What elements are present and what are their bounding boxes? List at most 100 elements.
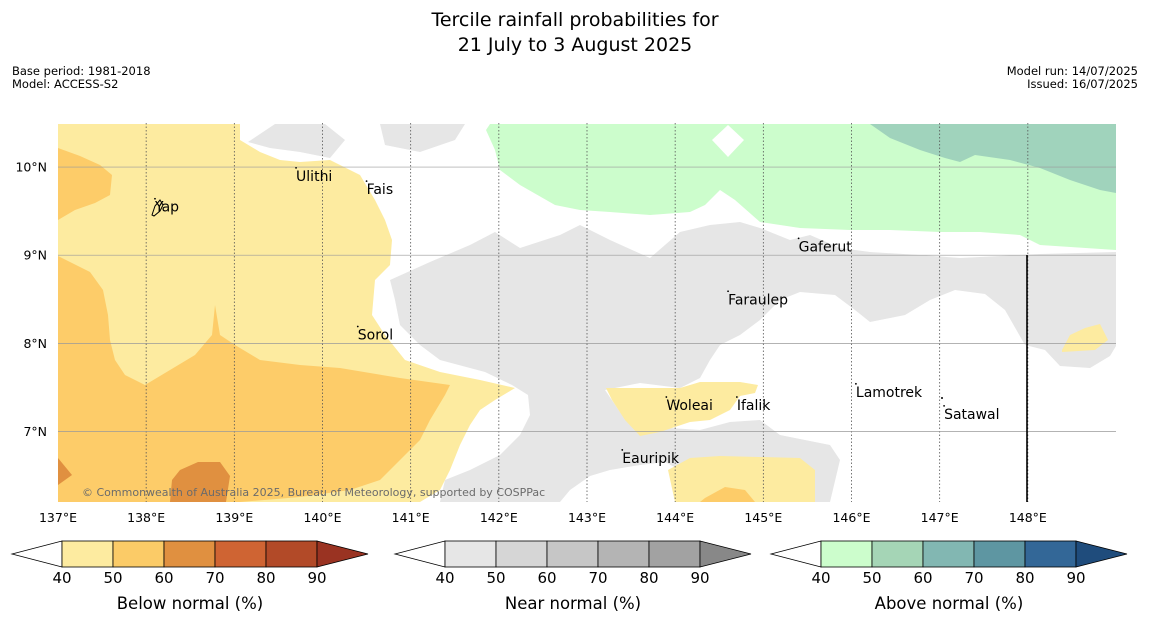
lon-tick-label: 148°E (1009, 510, 1047, 525)
issued-text: Issued: 16/07/2025 (1027, 77, 1138, 91)
gridlines (58, 123, 1116, 502)
model-run-text: Model run: 14/07/2025 (1006, 64, 1138, 78)
place-label: Yap (154, 200, 179, 216)
place-marker (365, 180, 368, 183)
colorbar-segment (922, 540, 975, 568)
colorbar-segment (973, 540, 1026, 568)
colorbar-segment (495, 540, 548, 568)
near-normal-region (390, 222, 1116, 502)
axis-tick-labels: 137°E 138°E 139°E 140°E 141°E 142°E 143°E 144°E… (15, 160, 1046, 525)
lon-tick-label: 147°E (921, 510, 959, 525)
colorbar-tick-label: 40 (811, 569, 830, 587)
colorbar-tick-label: 40 (52, 569, 71, 587)
colorbar-below-normal-label: Below normal (%) (116, 594, 264, 613)
colorbar-segment (597, 540, 650, 568)
near-normal-patch-top (380, 124, 465, 152)
place-marker (356, 325, 359, 328)
colorbar-tick-label: 90 (690, 569, 709, 587)
map-title: Tercile rainfall probabilities for 21 Ju… (0, 8, 1150, 58)
colorbar-tick-label: 60 (537, 569, 556, 587)
below-normal-60-region (170, 462, 230, 502)
colorbar-near-normal-graphic: 40 50 60 70 80 90 (393, 540, 752, 587)
lat-tick-label: 7°N (23, 424, 47, 439)
colorbar-tick-label: 70 (205, 569, 224, 587)
colorbar-segment (163, 540, 216, 568)
place-marker (154, 197, 156, 200)
colorbar-tick-label: 80 (256, 569, 275, 587)
lon-tick-label: 145°E (744, 510, 782, 525)
place-marker (665, 396, 668, 398)
colorbar-above-normal: 40 50 60 70 80 90 Above normal (%) (769, 538, 1129, 628)
lat-tick-label: 8°N (23, 336, 47, 351)
colorbar-tick-label: 90 (1066, 569, 1085, 587)
place-marker (855, 382, 857, 385)
colorbar-tick-label: 70 (964, 569, 983, 587)
colorbar-tick-label: 80 (639, 569, 658, 587)
colorbar-tick-label: 80 (1015, 569, 1034, 587)
lat-tick-label: 10°N (15, 160, 47, 175)
place-label: Faraulep (728, 292, 788, 308)
lon-tick-label: 142°E (480, 510, 518, 525)
colorbar-tick-label: 60 (154, 569, 173, 587)
base-period-text: Base period: 1981-2018 (12, 64, 151, 78)
colorbar-high-extension (1075, 540, 1128, 568)
colorbar-above-normal-graphic: 40 50 60 70 80 90 (769, 540, 1128, 587)
place-label: Sorol (358, 328, 393, 344)
below-normal-50-region-nw (58, 148, 112, 220)
place-marker (295, 166, 297, 169)
place-labels: Yap Ulithi Fais Sorol Gaferut Faraulep Woleai I… (154, 166, 1000, 467)
colorbar-segment (265, 540, 318, 568)
below-normal-40-region-woleai (606, 382, 758, 436)
colorbar-tick-label: 50 (103, 569, 122, 587)
colorbar-near-normal-label: Near normal (%) (504, 594, 642, 613)
place-marker (735, 396, 738, 398)
colorbar-below-normal: 40 50 60 70 80 90 Below normal (%) (10, 538, 370, 628)
below-normal-50-region-south (700, 487, 755, 502)
island-dot (941, 397, 943, 399)
model-text: Model: ACCESS-S2 (12, 77, 119, 91)
lon-tick-label: 141°E (392, 510, 430, 525)
colorbar-segment (648, 540, 701, 568)
lon-tick-label: 144°E (656, 510, 694, 525)
colorbar-tick-label: 70 (588, 569, 607, 587)
colorbar-segment (61, 540, 114, 568)
place-label: Eauripik (622, 451, 680, 467)
colorbar-segment (820, 540, 873, 568)
place-label: Satawal (944, 407, 999, 423)
place-label: Ifalik (737, 398, 771, 414)
place-label: Lamotrek (856, 385, 923, 401)
colorbar-segment (444, 540, 497, 568)
above-normal-50-region (870, 124, 1116, 193)
title-line-2: 21 July to 3 August 2025 (457, 34, 693, 56)
place-marker (943, 404, 945, 407)
colorbar-low-extension (10, 540, 63, 568)
lat-tick-label: 9°N (23, 248, 47, 263)
lon-tick-label: 143°E (568, 510, 606, 525)
colorbar-tick-label: 90 (307, 569, 326, 587)
colorbar-high-extension (699, 540, 752, 568)
colorbar-above-normal-label: Above normal (%) (874, 594, 1024, 613)
lon-tick-label: 139°E (215, 510, 253, 525)
place-label: Fais (367, 182, 394, 198)
copyright-text: © Commonwealth of Australia 2025, Bureau… (82, 486, 545, 499)
colorbar-tick-label: 40 (435, 569, 454, 587)
colorbar-near-normal: 40 50 60 70 80 90 Near normal (%) (393, 538, 753, 628)
colorbar-below-normal-graphic: 40 50 60 70 80 90 (10, 540, 369, 587)
lon-tick-label: 137°E (39, 510, 77, 525)
below-normal-60-edge (58, 458, 72, 485)
meta-right: Model run: 14/07/2025 Issued: 16/07/2025 (1007, 65, 1138, 91)
lon-tick-label: 146°E (832, 510, 870, 525)
near-normal-patch-north (248, 124, 345, 158)
colorbar-tick-label: 50 (862, 569, 881, 587)
colorbar-segment (546, 540, 599, 568)
colorbar-segment (871, 540, 924, 568)
yap-island-outline (151, 199, 164, 217)
colorbar-low-extension (769, 540, 822, 568)
place-label: Ulithi (296, 169, 332, 185)
title-line-1: Tercile rainfall probabilities for (431, 9, 719, 31)
place-marker (727, 290, 729, 293)
below-normal-40-region-east (1062, 324, 1108, 352)
meta-left: Base period: 1981-2018 Model: ACCESS-S2 (12, 65, 151, 91)
lon-tick-label: 138°E (127, 510, 165, 525)
lon-tick-label: 140°E (303, 510, 341, 525)
